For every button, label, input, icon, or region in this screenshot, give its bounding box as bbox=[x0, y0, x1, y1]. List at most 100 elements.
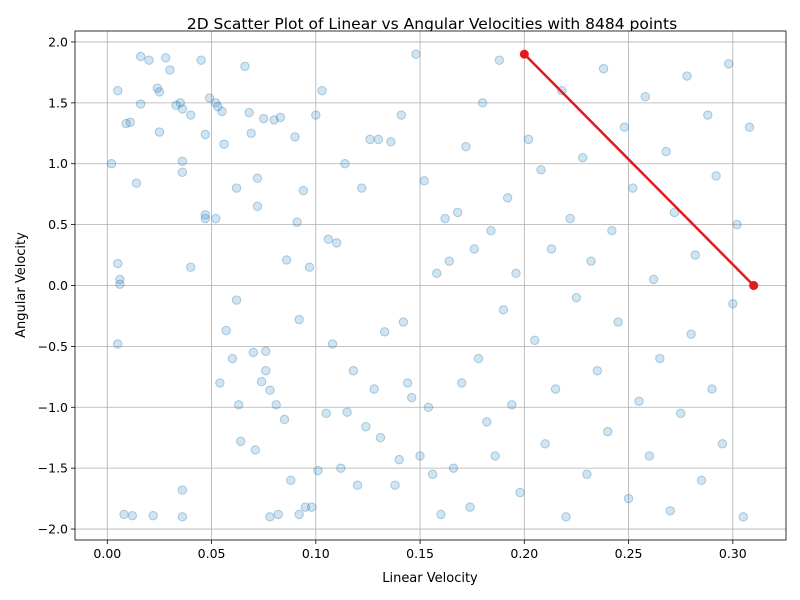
scatter-point bbox=[227, 353, 238, 364]
scatter-point bbox=[561, 512, 571, 522]
scatter-point bbox=[469, 244, 479, 254]
scatter-point bbox=[407, 392, 417, 403]
scatter-point bbox=[292, 217, 302, 227]
scatter-point bbox=[511, 268, 521, 279]
scatter-point bbox=[648, 274, 659, 285]
scatter-point bbox=[160, 53, 171, 63]
scatter-point bbox=[640, 92, 650, 102]
scatter-point bbox=[204, 93, 215, 103]
scatter-point bbox=[231, 295, 242, 305]
scatter-point bbox=[356, 183, 367, 193]
y-tick-label: 1.0 bbox=[48, 156, 68, 171]
y-tick-label: −1.5 bbox=[38, 461, 68, 476]
scatter-point bbox=[217, 106, 227, 117]
scatter-point bbox=[738, 512, 748, 522]
scatter-point bbox=[196, 55, 206, 65]
scatter-point bbox=[248, 347, 258, 358]
scatter-point bbox=[233, 400, 244, 410]
scatter-point bbox=[175, 98, 185, 108]
scatter-point bbox=[252, 173, 263, 184]
x-tick-label: 0.10 bbox=[302, 546, 330, 561]
scatter-point bbox=[113, 339, 123, 349]
scatter-point bbox=[375, 433, 386, 443]
scatter-point bbox=[507, 400, 517, 410]
scatter-point bbox=[432, 268, 442, 279]
scatter-point bbox=[240, 61, 250, 72]
scatter-point bbox=[423, 402, 434, 412]
scatter-point bbox=[106, 159, 117, 169]
scatter-point bbox=[144, 55, 154, 65]
scatter-point bbox=[396, 110, 407, 120]
scatter-point bbox=[279, 414, 290, 425]
scatter-point bbox=[252, 201, 263, 212]
scatter-point bbox=[655, 353, 665, 364]
scatter-point bbox=[244, 107, 254, 118]
x-axis-ticks: 0.00 0.05 0.10 0.15 0.20 0.25 0.30 bbox=[93, 540, 747, 561]
chart-title: 2D Scatter Plot of Linear vs Angular Vel… bbox=[187, 15, 677, 33]
scatter-point bbox=[361, 422, 371, 432]
scatter-point bbox=[711, 171, 721, 181]
scatter-point bbox=[125, 117, 135, 128]
y-tick-label: −2.0 bbox=[38, 522, 68, 537]
scatter-point bbox=[644, 451, 655, 461]
x-tick-label: 0.00 bbox=[93, 546, 121, 561]
scatter-point bbox=[482, 417, 492, 427]
scatter-point bbox=[127, 510, 138, 521]
scatter-point bbox=[448, 463, 459, 473]
scatter-point bbox=[219, 139, 229, 149]
scatter-point bbox=[427, 469, 438, 479]
scatter-point bbox=[186, 110, 196, 120]
scatter-point bbox=[177, 104, 188, 114]
scatter-point bbox=[177, 485, 188, 495]
scatter-point bbox=[177, 156, 188, 166]
scatter-point bbox=[607, 226, 617, 236]
scatter-point bbox=[331, 238, 342, 248]
scatter-point bbox=[465, 502, 475, 512]
scatter-point bbox=[327, 339, 338, 349]
scatter-point bbox=[530, 335, 540, 345]
scatter-point bbox=[171, 100, 181, 110]
scatter-point bbox=[682, 71, 692, 81]
scatter-point bbox=[294, 314, 304, 325]
y-tick-label: 2.0 bbox=[48, 34, 68, 49]
scatter-point bbox=[115, 279, 125, 289]
scatter-point bbox=[546, 244, 557, 254]
scatter-point bbox=[215, 378, 225, 388]
scatter-point bbox=[373, 134, 384, 145]
scatter-point bbox=[290, 132, 300, 142]
scatter-point bbox=[415, 451, 425, 461]
scatter-point bbox=[165, 65, 175, 75]
scatter-point bbox=[200, 210, 211, 220]
trend-line-endpoint bbox=[519, 49, 529, 59]
scatter-point bbox=[352, 480, 363, 490]
scatter-point bbox=[113, 85, 123, 96]
scatter-point bbox=[271, 400, 281, 410]
scatter-point bbox=[669, 207, 680, 218]
scatter-point bbox=[486, 226, 496, 236]
scatter-point bbox=[703, 110, 713, 120]
scatter-point bbox=[498, 305, 509, 315]
scatter-point bbox=[477, 98, 488, 108]
scatter-point bbox=[723, 59, 734, 69]
y-axis-ticks: −2.0 −1.5 −1.0 −0.5 0.0 0.5 1.0 1.5 2.0 bbox=[38, 34, 75, 537]
scatter-point bbox=[152, 83, 163, 93]
scatter-point bbox=[628, 183, 638, 193]
scatter-point bbox=[369, 384, 379, 394]
scatter-point bbox=[115, 274, 125, 285]
scatter-point bbox=[603, 426, 613, 437]
scatter-point bbox=[402, 378, 413, 388]
scatter-point bbox=[154, 87, 165, 97]
scatter-point bbox=[502, 193, 513, 203]
y-tick-label: 1.5 bbox=[48, 95, 68, 110]
scatter-point bbox=[515, 487, 525, 498]
scatter-point bbox=[390, 480, 400, 490]
scatter-point bbox=[154, 127, 165, 137]
scatter-point bbox=[200, 213, 211, 224]
scatter-point bbox=[221, 325, 231, 336]
scatter-point bbox=[261, 346, 271, 356]
scatter-point bbox=[386, 137, 396, 147]
scatter-point bbox=[452, 207, 463, 218]
x-axis-label: Linear Velocity bbox=[382, 571, 478, 586]
scatter-point bbox=[457, 378, 467, 388]
